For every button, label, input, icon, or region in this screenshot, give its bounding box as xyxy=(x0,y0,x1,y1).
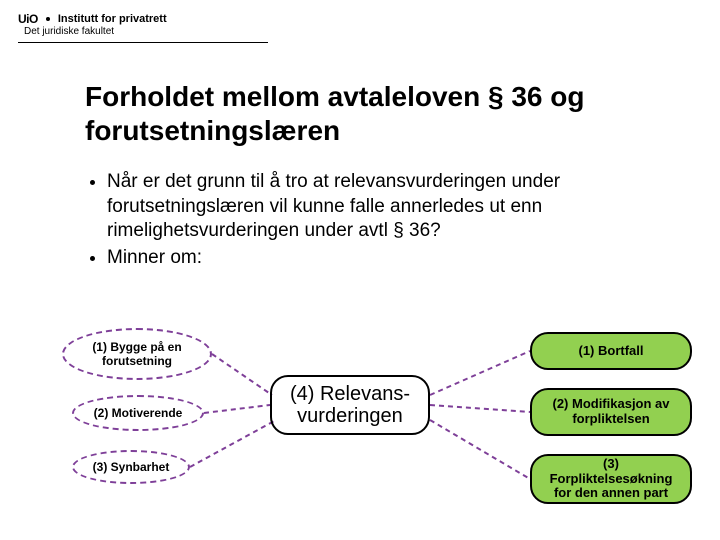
slide-header: UiO Institutt for privatrett Det juridis… xyxy=(18,12,268,43)
left-ellipse-2: (2) Motiverende xyxy=(72,395,204,431)
faculty-name: Det juridiske fakultet xyxy=(24,26,268,38)
institute-name: Institutt for privatrett xyxy=(58,13,167,26)
header-rule xyxy=(18,42,268,43)
seal-icon xyxy=(46,17,50,21)
left-ellipse-1: (1) Bygge på en forutsetning xyxy=(62,328,212,380)
uio-logo: UiO xyxy=(18,12,38,26)
right-box-2: (2) Modifikasjon av forpliktelsen xyxy=(530,388,692,436)
bullet-list: Når er det grunn til å tro at relevansvu… xyxy=(85,170,650,273)
right-box-3: (3) Forpliktelsesøkning for den annen pa… xyxy=(530,454,692,504)
bullet-item: Minner om: xyxy=(107,246,650,271)
left-ellipse-3: (3) Synbarhet xyxy=(72,450,190,484)
right-box-1: (1) Bortfall xyxy=(530,332,692,370)
bullet-item: Når er det grunn til å tro at relevansvu… xyxy=(107,170,650,244)
center-box: (4) Relevans-vurderingen xyxy=(270,375,430,435)
slide-title: Forholdet mellom avtaleloven § 36 og for… xyxy=(85,80,660,147)
